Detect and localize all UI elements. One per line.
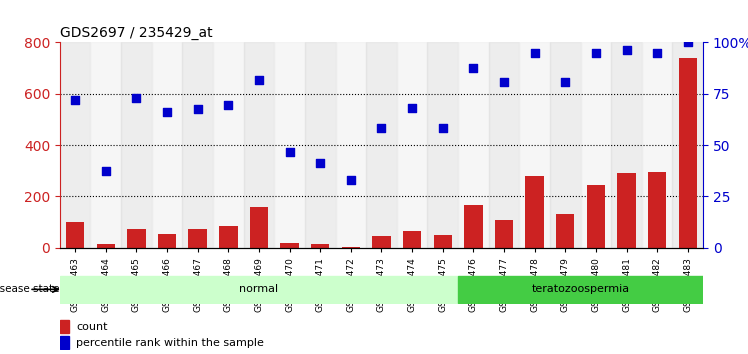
Bar	[311, 244, 329, 248]
Point	[69, 97, 81, 103]
Bar	[373, 236, 390, 248]
Text: percentile rank within the sample: percentile rank within the sample	[76, 338, 264, 348]
Bar	[121, 42, 152, 248]
Point	[253, 77, 265, 82]
Point	[130, 95, 142, 101]
Bar	[648, 172, 666, 248]
Point	[529, 50, 541, 56]
Bar	[642, 42, 672, 248]
Bar	[611, 42, 642, 248]
Point	[191, 106, 203, 112]
Bar	[525, 176, 544, 248]
Point	[375, 126, 387, 131]
Bar	[60, 42, 91, 248]
Point	[590, 50, 602, 56]
Bar	[96, 244, 115, 248]
Bar	[158, 234, 177, 248]
Bar	[678, 58, 697, 248]
Bar	[556, 215, 574, 248]
Bar	[280, 243, 298, 248]
Point	[437, 126, 449, 131]
Bar	[183, 42, 213, 248]
Point	[406, 105, 418, 111]
Bar	[617, 173, 636, 248]
Bar	[91, 42, 121, 248]
Bar	[672, 42, 703, 248]
Bar	[60, 336, 70, 349]
Point	[560, 79, 571, 85]
Point	[283, 149, 295, 154]
Point	[682, 40, 694, 45]
Text: count: count	[76, 322, 108, 332]
Bar	[465, 205, 482, 248]
Bar	[336, 42, 367, 248]
Point	[345, 177, 357, 183]
Text: normal: normal	[239, 284, 278, 295]
Bar	[213, 42, 244, 248]
Bar	[66, 222, 85, 248]
Point	[161, 109, 173, 115]
Bar	[586, 185, 605, 248]
Point	[498, 79, 510, 85]
Point	[222, 103, 234, 108]
Bar	[434, 235, 452, 248]
Bar	[550, 42, 580, 248]
Bar	[305, 42, 336, 248]
Point	[621, 47, 633, 53]
Point	[652, 50, 663, 56]
Bar	[458, 42, 488, 248]
FancyBboxPatch shape	[458, 276, 703, 303]
Bar	[60, 320, 70, 333]
Bar	[427, 42, 458, 248]
Bar	[250, 207, 268, 248]
Bar	[127, 229, 146, 248]
Bar	[403, 231, 421, 248]
Bar	[367, 42, 396, 248]
Bar	[152, 42, 183, 248]
Bar	[275, 42, 305, 248]
Point	[468, 65, 479, 71]
Text: teratozoospermia: teratozoospermia	[532, 284, 630, 295]
Text: GDS2697 / 235429_at: GDS2697 / 235429_at	[60, 26, 212, 40]
Point	[99, 168, 111, 174]
Bar	[188, 229, 207, 248]
Bar	[219, 226, 238, 248]
FancyBboxPatch shape	[60, 276, 458, 303]
Bar	[342, 246, 360, 248]
Bar	[580, 42, 611, 248]
Bar	[495, 219, 513, 248]
Bar	[244, 42, 275, 248]
Bar	[519, 42, 550, 248]
Bar	[396, 42, 427, 248]
Text: disease state: disease state	[0, 284, 60, 295]
Bar	[488, 42, 519, 248]
Point	[314, 160, 326, 166]
